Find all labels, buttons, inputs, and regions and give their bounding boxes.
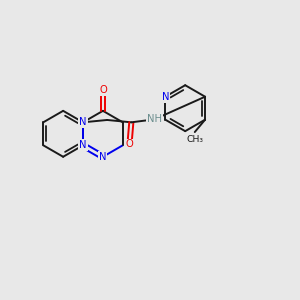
Text: O: O [99, 85, 107, 95]
Text: O: O [126, 140, 134, 149]
Text: N: N [79, 117, 87, 127]
Text: N: N [99, 152, 107, 162]
Text: N: N [162, 92, 169, 102]
Text: N: N [79, 140, 87, 150]
Text: NH: NH [147, 114, 162, 124]
Text: CH₃: CH₃ [186, 135, 203, 144]
